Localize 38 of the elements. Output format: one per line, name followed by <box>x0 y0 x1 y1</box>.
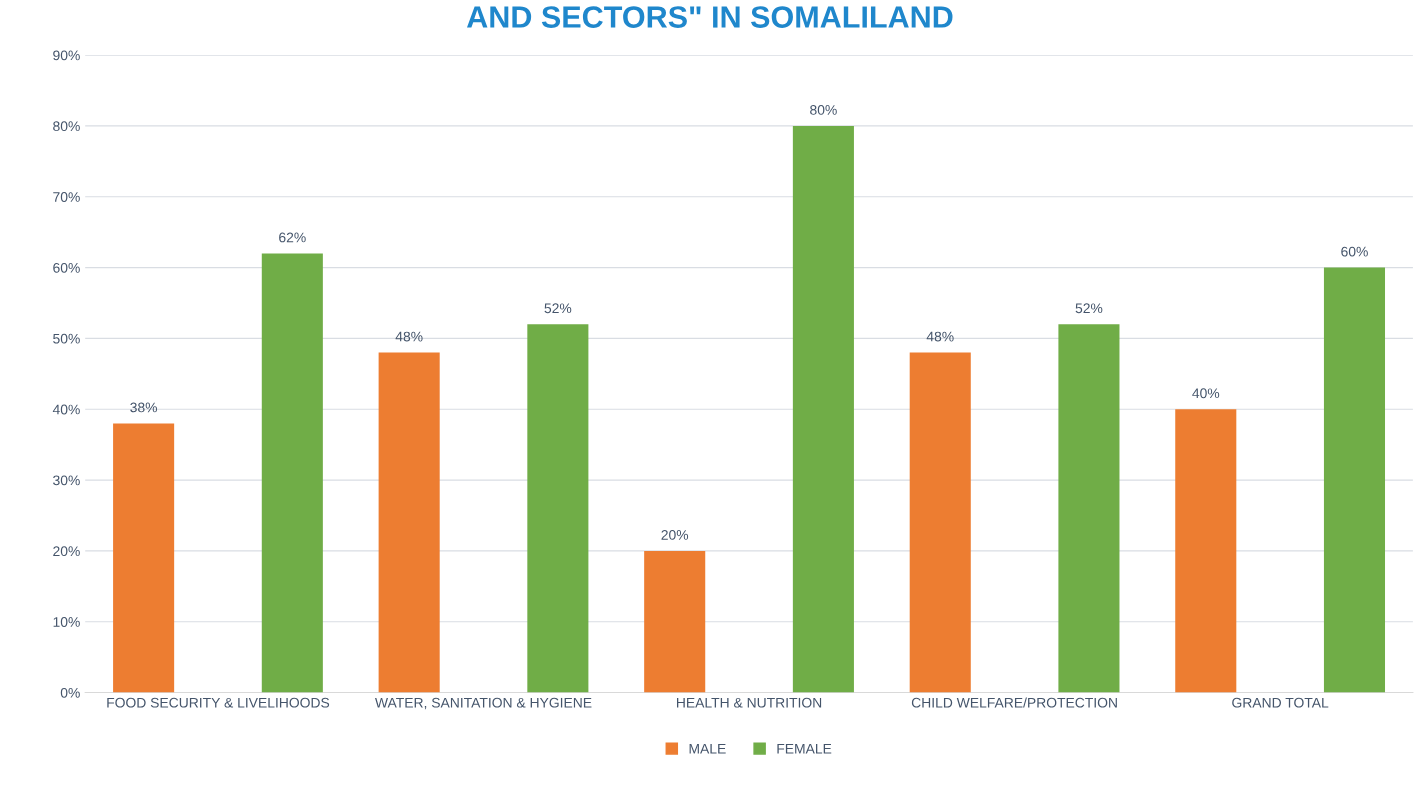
bar <box>1058 324 1120 693</box>
legend-label: FEMALE <box>777 743 832 754</box>
data-label: 62% <box>279 232 306 243</box>
x-tick-label: WATER, SANITATION & HYGIENE <box>375 697 592 710</box>
data-label: 48% <box>926 331 954 342</box>
data-label: 60% <box>1341 246 1368 257</box>
bar <box>378 352 440 693</box>
y-tick-label: 30% <box>53 475 80 486</box>
x-tick-label: GRAND TOTAL <box>1232 697 1329 708</box>
data-label: 52% <box>1075 303 1103 314</box>
y-tick-label: 90% <box>53 50 80 61</box>
bar <box>113 423 175 693</box>
data-label: 38% <box>130 402 158 413</box>
y-tick-label: 10% <box>53 617 80 627</box>
y-tick-label: 80% <box>53 121 80 132</box>
bar <box>1175 409 1237 693</box>
data-label: 20% <box>661 529 689 540</box>
x-tick-label: FOOD SECURITY & LIVELIHOODS <box>107 697 330 708</box>
x-tick-label: CHILD WELFARE/PROTECTION <box>911 697 1117 708</box>
bar <box>1323 267 1386 693</box>
y-tick-label: 40% <box>52 404 80 415</box>
y-tick-label: 20% <box>53 546 80 557</box>
x-tick-label: HEALTH & NUTRITION <box>677 697 822 708</box>
bar <box>261 253 323 693</box>
data-label: 80% <box>810 105 837 115</box>
bar <box>527 324 589 693</box>
y-tick-label: 70% <box>53 192 80 202</box>
data-label: 48% <box>395 331 423 342</box>
legend-label: MALE <box>689 743 726 754</box>
bar <box>792 125 854 693</box>
data-label: 40% <box>1192 388 1220 399</box>
chart-title: AND SECTORS" IN SOMALILAND <box>466 6 953 28</box>
bar <box>909 352 971 693</box>
y-tick-label: 0% <box>60 687 80 698</box>
y-tick-label: 60% <box>53 262 80 273</box>
bar <box>644 550 706 693</box>
y-tick-label: 50% <box>53 333 80 344</box>
data-label: 52% <box>544 303 572 314</box>
